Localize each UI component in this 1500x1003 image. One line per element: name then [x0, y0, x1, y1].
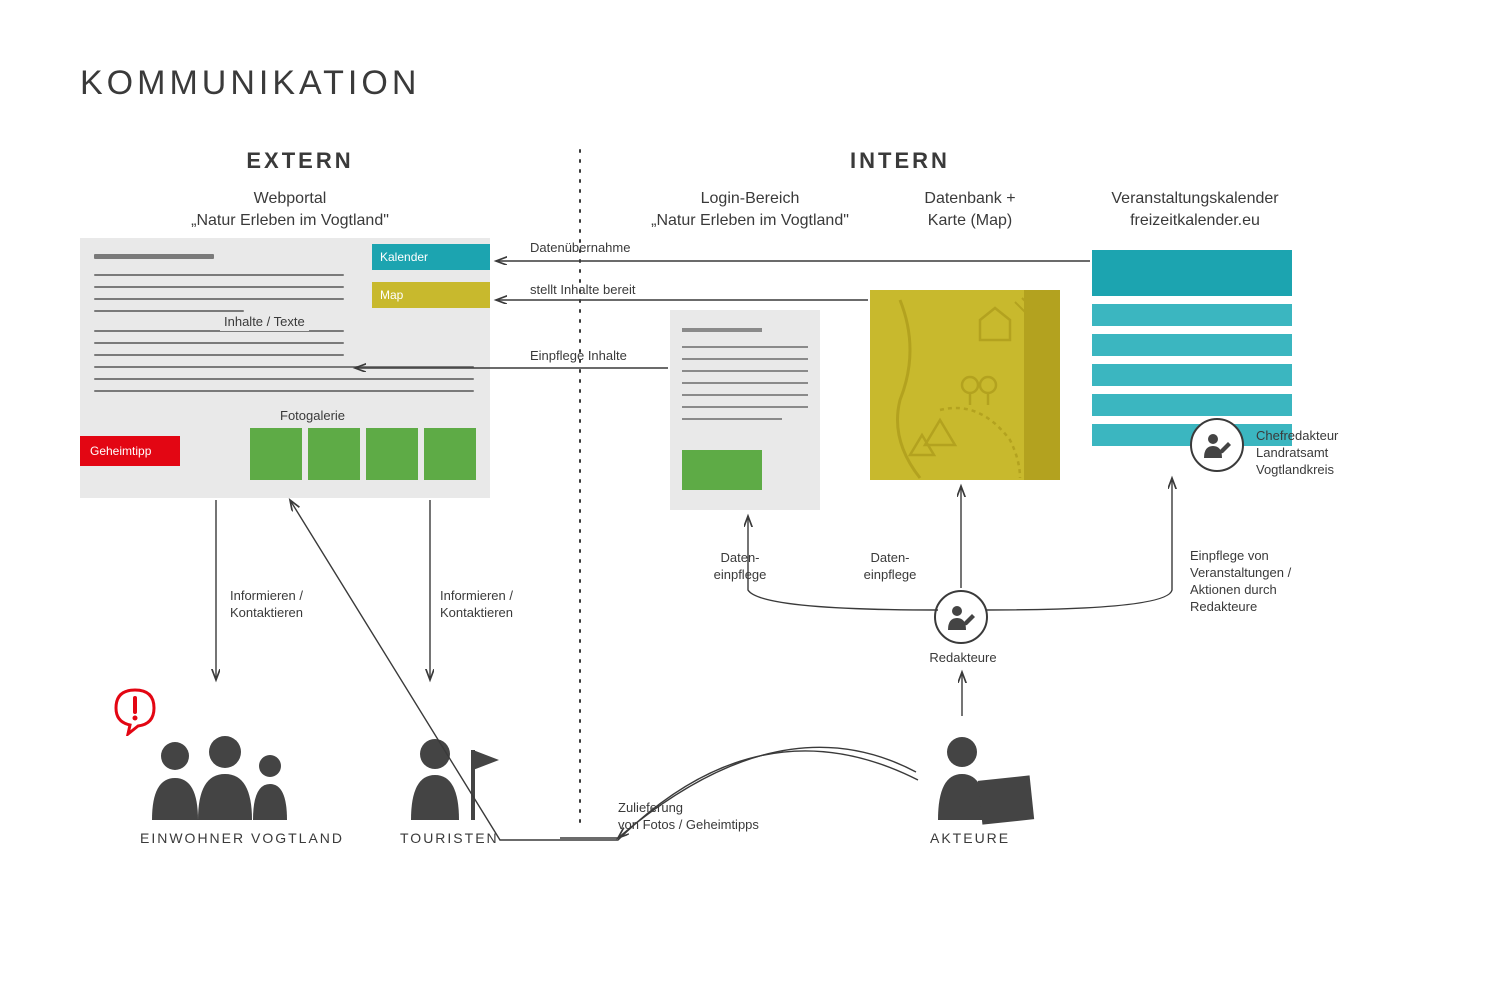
einpflege-4: Redakteure	[1190, 599, 1350, 616]
portal-label-1: Webportal	[150, 188, 430, 210]
geheimtipp-badge: Geheimtipp	[80, 436, 180, 466]
arrow-label-einpf: Einpflege Inhalte	[530, 348, 627, 365]
inform-1a: Informieren /	[230, 588, 350, 605]
inform-2a: Informieren /	[440, 588, 560, 605]
chef-2: Landratsamt	[1256, 445, 1396, 462]
inhalte-label: Inhalte / Texte	[220, 314, 309, 331]
col-extern: EXTERN	[200, 148, 400, 174]
einpflege-3: Aktionen durch	[1190, 582, 1350, 599]
zulieferung-1: Zulieferung	[618, 800, 818, 817]
akteur-icon	[920, 720, 1050, 830]
login-label-2: „Natur Erleben im Vogtland"	[620, 210, 880, 232]
inform-2b: Kontaktieren	[440, 605, 560, 622]
chief-editor-icon	[1190, 418, 1244, 472]
kalender-tab: Kalender	[372, 244, 490, 270]
map-tab: Map	[372, 282, 490, 308]
touristen-label: TOURISTEN	[400, 830, 499, 846]
chef-3: Vogtlandkreis	[1256, 462, 1396, 479]
einwohner-icon	[130, 720, 330, 830]
zulieferung-2: von Fotos / Geheimtipps	[618, 817, 818, 834]
daten-einpflege-1b: einpflege	[700, 567, 780, 584]
login-label-1: Login-Bereich	[620, 188, 880, 210]
akteure-label: AKTEURE	[930, 830, 1010, 846]
daten-einpflege-2b: einpflege	[850, 567, 930, 584]
arrow-label-daten: Datenübernahme	[530, 240, 630, 257]
cal-label-2: freizeitkalender.eu	[1080, 210, 1310, 232]
inform-1b: Kontaktieren	[230, 605, 350, 622]
db-label-2: Karte (Map)	[890, 210, 1050, 232]
thumb-1	[250, 428, 302, 480]
page-title: KOMMUNIKATION	[80, 64, 420, 103]
einpflege-2: Veranstaltungen /	[1190, 565, 1350, 582]
redakteure-icon	[934, 590, 988, 644]
thumb-3	[366, 428, 418, 480]
calendar-mock	[1092, 250, 1292, 440]
thumb-2	[308, 428, 360, 480]
portal-label-2: „Natur Erleben im Vogtland"	[150, 210, 430, 232]
einwohner-label: EINWOHNER VOGTLAND	[140, 830, 344, 846]
tourist-icon	[395, 720, 515, 830]
db-label-1: Datenbank +	[890, 188, 1050, 210]
arrow-label-stellt: stellt Inhalte bereit	[530, 282, 636, 299]
map-mock	[870, 290, 1060, 480]
cal-label-1: Veranstaltungskalender	[1080, 188, 1310, 210]
col-intern: INTERN	[800, 148, 1000, 174]
einpflege-1: Einpflege von	[1190, 548, 1350, 565]
daten-einpflege-2a: Daten-	[850, 550, 930, 567]
login-doc-mock	[670, 310, 820, 510]
chef-1: Chefredakteur	[1256, 428, 1396, 445]
fotogalerie-label: Fotogalerie	[280, 408, 345, 425]
alert-icon	[110, 686, 160, 736]
webportal-mock: Inhalte / Texte Kalender Map Fotogalerie…	[80, 238, 490, 498]
redakteure-label: Redakteure	[928, 650, 998, 667]
thumb-4	[424, 428, 476, 480]
daten-einpflege-1a: Daten-	[700, 550, 780, 567]
